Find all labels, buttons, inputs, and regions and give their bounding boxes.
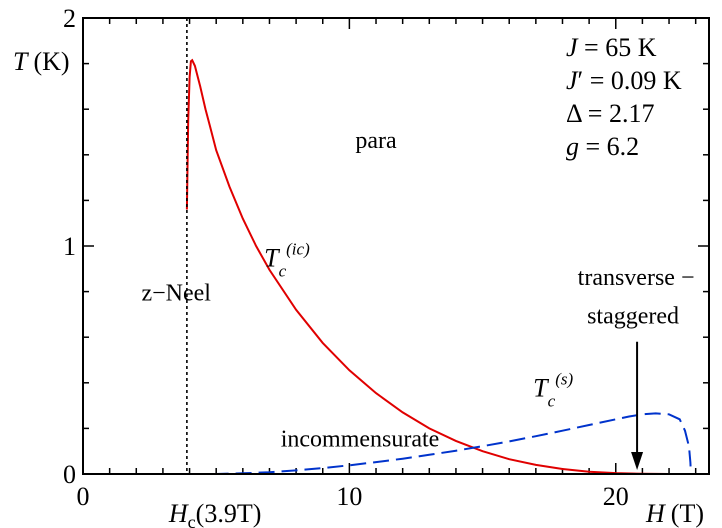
y-tick-label-0: 0	[63, 460, 76, 489]
y-axis-title: T (K)	[13, 47, 70, 76]
arrow-label-line2: staggered	[587, 304, 679, 330]
critical-field-value: (3.9T)	[196, 499, 262, 528]
plot-frame	[82, 17, 710, 475]
series-layer	[185, 58, 692, 475]
curve-label-tc-ic: Tc(ic)	[264, 240, 310, 281]
x-axis-title: H (T)	[645, 499, 704, 528]
series-line-ic	[185, 58, 670, 475]
curve-label-tc-s: Tc(s)	[533, 369, 573, 410]
x-tick-label-10: 10	[336, 482, 362, 511]
param-j-prime: J′ = 0.09 K	[566, 66, 682, 95]
param-delta: Δ = 2.17	[566, 99, 654, 128]
series-line-s	[189, 412, 692, 475]
arrow-head	[631, 452, 644, 470]
region-label-para: para	[355, 128, 397, 154]
y-tick-labels: 0 1 2	[63, 4, 76, 489]
y-axis-unit: (K)	[33, 47, 69, 76]
x-tick-labels: 0 10 20	[77, 482, 629, 511]
region-label-incommensurate: incommensurate	[281, 427, 440, 453]
x-tick-label-0: 0	[77, 482, 90, 511]
x-axis-unit: (T)	[671, 499, 704, 528]
region-label-z-neel: z−Neel	[141, 281, 211, 307]
arrow-label-line1: transverse −	[578, 265, 695, 291]
param-g: g = 6.2	[566, 132, 639, 161]
y-tick-label-2: 2	[63, 4, 76, 33]
critical-field-sub: c	[188, 512, 196, 528]
y-tick-label-1: 1	[63, 232, 76, 261]
parameters-box: J = 65 K J′ = 0.09 K Δ = 2.17 g = 6.2	[566, 33, 682, 161]
y-axis-var: T	[13, 47, 29, 76]
critical-field-var: H	[168, 499, 189, 528]
param-j: J = 65 K	[566, 33, 657, 62]
x-axis-var: H	[645, 499, 666, 528]
critical-field-label: Hc(3.9T)	[168, 499, 261, 528]
annotations-layer	[186, 18, 644, 474]
x-tick-label-20: 20	[603, 482, 629, 511]
